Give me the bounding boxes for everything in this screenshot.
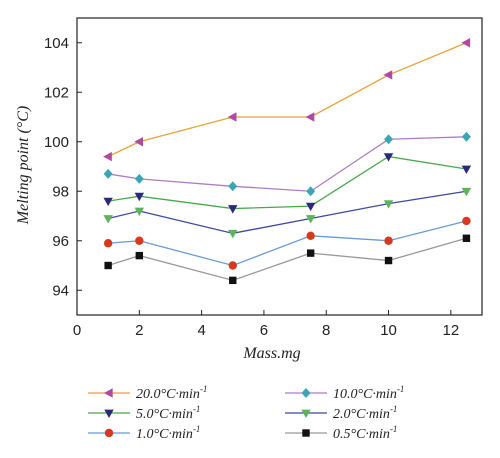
legend-label: 20.0°C·min-1 — [136, 384, 207, 402]
legend-item: 1.0°C·min-1 — [88, 424, 200, 442]
x-tick-label: 2 — [135, 322, 143, 339]
legend-marker — [104, 428, 114, 438]
y-tick-label: 98 — [52, 183, 69, 200]
legend-item: 5.0°C·min-1 — [88, 404, 200, 422]
x-axis-title: Mass.mg — [242, 345, 300, 362]
legend-label-text: 10.0°C·min — [333, 387, 397, 402]
series-line — [108, 190, 467, 234]
data-point — [134, 192, 145, 202]
y-tick-label: 102 — [44, 84, 69, 101]
data-point — [103, 151, 112, 162]
data-point — [228, 229, 238, 239]
data-point — [103, 215, 113, 224]
legend-label: 2.0°C·min-1 — [333, 404, 397, 422]
data-point — [134, 207, 145, 217]
legend-label-text: 5.0°C·min — [136, 407, 193, 422]
data-point — [383, 153, 394, 162]
legend-marker — [301, 388, 311, 398]
y-tick-label: 94 — [52, 282, 69, 299]
data-point — [462, 234, 471, 242]
legend-label-exponent: -1 — [200, 384, 208, 394]
legend-item: 0.5°C·min-1 — [285, 424, 397, 442]
data-point — [462, 216, 471, 226]
series-0 — [103, 38, 471, 162]
series-5 — [104, 234, 471, 285]
legend-item: 10.0°C·min-1 — [285, 384, 404, 402]
y-tick-label: 96 — [52, 233, 69, 250]
series-line — [108, 220, 467, 267]
data-point — [383, 70, 393, 80]
legend-marker — [301, 409, 311, 418]
legend-item: 20.0°C·min-1 — [88, 384, 207, 402]
y-tick-label: 104 — [44, 35, 69, 52]
x-tick-label: 0 — [73, 322, 81, 339]
data-point — [306, 186, 316, 197]
data-point — [306, 231, 315, 240]
series-line — [108, 155, 467, 210]
legend-label: 0.5°C·min-1 — [333, 424, 397, 442]
data-point — [135, 236, 144, 245]
legend-item: 2.0°C·min-1 — [285, 404, 397, 422]
data-point — [384, 236, 393, 245]
legend: 20.0°C·min-1 10.0°C·min-15.0°C·min-1 2.0°C… — [88, 384, 404, 442]
data-point — [103, 197, 113, 207]
series-line — [107, 42, 467, 158]
y-axis-title: Melting point (°C) — [15, 106, 32, 225]
data-point — [228, 261, 237, 270]
legend-label: 10.0°C·min-1 — [333, 384, 404, 402]
series-2 — [103, 153, 472, 214]
legend-label-text: 1.0°C·min — [136, 427, 193, 442]
data-point — [104, 261, 112, 270]
series-3 — [103, 187, 472, 239]
data-point — [103, 168, 113, 179]
series-line — [107, 237, 467, 282]
x-tick-label: 12 — [443, 322, 460, 339]
data-point — [134, 173, 144, 184]
legend-label-exponent: -1 — [193, 404, 201, 414]
data-point — [383, 200, 394, 209]
x-tick-label: 6 — [260, 322, 268, 339]
data-point — [384, 256, 393, 265]
data-point — [305, 112, 315, 122]
legend-label-exponent: -1 — [390, 404, 398, 414]
legend-label: 5.0°C·min-1 — [136, 404, 200, 422]
data-point — [134, 137, 144, 147]
y-tick-label: 100 — [44, 134, 69, 151]
data-point — [135, 251, 144, 260]
data-point — [229, 276, 237, 285]
data-point — [306, 249, 315, 257]
legend-label-exponent: -1 — [390, 424, 398, 434]
legend-marker — [302, 429, 310, 437]
data-point — [227, 112, 237, 122]
data-point — [228, 205, 238, 214]
data-point — [305, 202, 316, 212]
series-1 — [103, 131, 471, 197]
data-point — [103, 239, 113, 248]
legend-marker — [104, 388, 113, 398]
data-point — [461, 165, 472, 174]
legend-label-text: 0.5°C·min — [333, 427, 390, 442]
legend-label: 1.0°C·min-1 — [136, 424, 200, 442]
legend-marker — [104, 409, 114, 418]
legend-label-text: 2.0°C·min — [333, 407, 390, 422]
plot-area — [76, 17, 483, 316]
series-4 — [103, 216, 471, 270]
series-line — [108, 136, 467, 192]
x-tick-label: 8 — [322, 322, 330, 339]
legend-label-exponent: -1 — [397, 384, 405, 394]
x-tick-label: 4 — [197, 322, 205, 339]
data-point — [228, 181, 238, 192]
data-point — [384, 134, 394, 145]
data-point — [461, 187, 472, 197]
legend-label-exponent: -1 — [193, 424, 201, 434]
data-point — [461, 131, 471, 142]
x-tick-label: 10 — [380, 322, 397, 339]
legend-label-text: 20.0°C·min — [136, 387, 200, 402]
data-point — [305, 215, 316, 224]
data-point — [461, 38, 471, 48]
